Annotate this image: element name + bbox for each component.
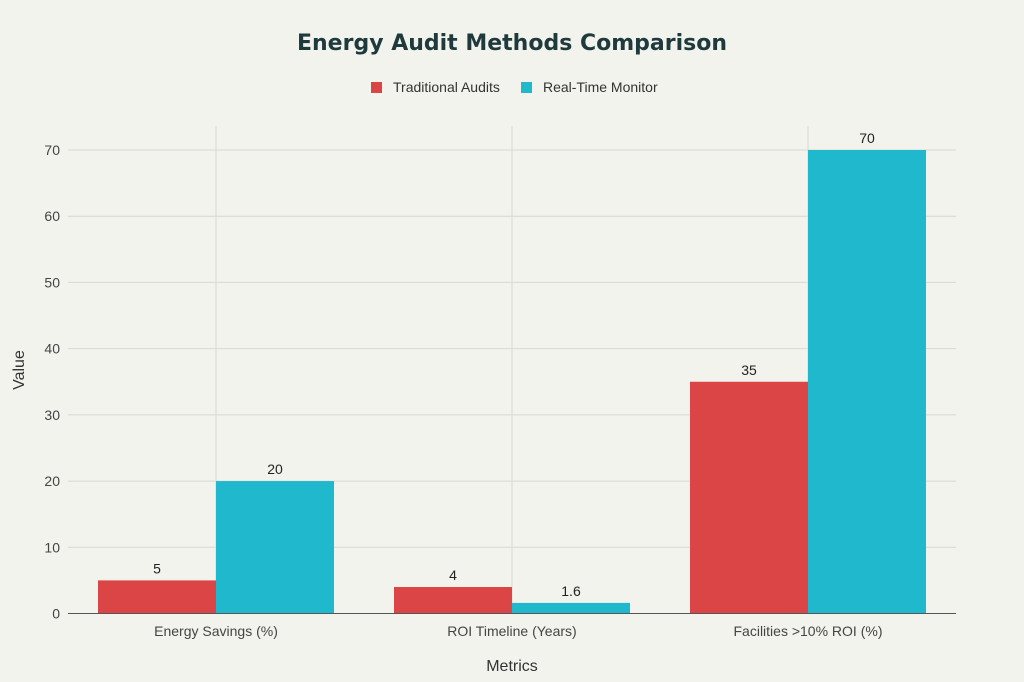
y-axis-ticks: 0 10 20 30 40 50 60 70 [44, 142, 60, 622]
x-tick-label-0: Energy Savings (%) [154, 623, 278, 639]
data-label-1-1: 1.6 [561, 583, 581, 599]
y-tick-label-60: 60 [44, 208, 60, 224]
legend: Traditional Audits Real-Time Monitor [371, 79, 658, 95]
data-label-1-2: 70 [859, 130, 875, 146]
y-tick-label-70: 70 [44, 142, 60, 158]
chart-title: Energy Audit Methods Comparison [297, 31, 727, 56]
y-tick-label-10: 10 [44, 539, 60, 555]
x-axis-title: Metrics [486, 658, 538, 675]
y-tick-label-30: 30 [44, 407, 60, 423]
y-axis-title: Value [11, 350, 28, 390]
x-tick-label-1: ROI Timeline (Years) [447, 623, 576, 639]
bar-1-1 [512, 602, 630, 614]
legend-swatch-0 [371, 82, 382, 93]
bar-1-0 [216, 481, 334, 614]
data-label-0-1: 4 [449, 567, 457, 583]
data-label-1-0: 20 [267, 461, 283, 477]
y-tick-label-20: 20 [44, 473, 60, 489]
bar-1-2 [808, 150, 926, 614]
y-tick-label-0: 0 [52, 606, 60, 622]
y-tick-label-50: 50 [44, 274, 60, 290]
y-tick-label-40: 40 [44, 341, 60, 357]
bar-0-2 [690, 381, 808, 614]
bar-0-1 [394, 587, 512, 614]
x-tick-label-2: Facilities >10% ROI (%) [734, 623, 883, 639]
legend-swatch-1 [521, 82, 532, 93]
x-axis-ticks: Energy Savings (%) ROI Timeline (Years) Fa… [154, 623, 882, 639]
data-label-0-2: 35 [741, 362, 757, 378]
bar-0-0 [98, 580, 216, 614]
legend-label-1: Real-Time Monitor [543, 79, 658, 95]
legend-label-0: Traditional Audits [393, 79, 500, 95]
bars: 5 20 4 1.6 35 70 [98, 130, 926, 614]
data-label-0-0: 5 [153, 560, 161, 576]
